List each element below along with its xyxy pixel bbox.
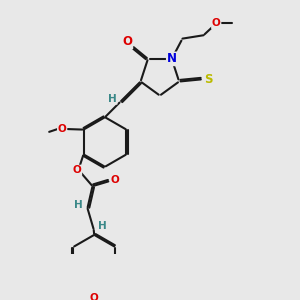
Text: N: N	[167, 52, 177, 65]
Text: O: O	[58, 124, 67, 134]
Text: O: O	[73, 165, 81, 176]
Text: O: O	[111, 175, 119, 185]
Text: O: O	[90, 293, 99, 300]
Text: H: H	[74, 200, 83, 210]
Text: H: H	[98, 221, 107, 231]
Text: S: S	[204, 73, 213, 86]
Text: O: O	[122, 35, 132, 49]
Text: H: H	[108, 94, 117, 104]
Text: O: O	[212, 18, 220, 28]
